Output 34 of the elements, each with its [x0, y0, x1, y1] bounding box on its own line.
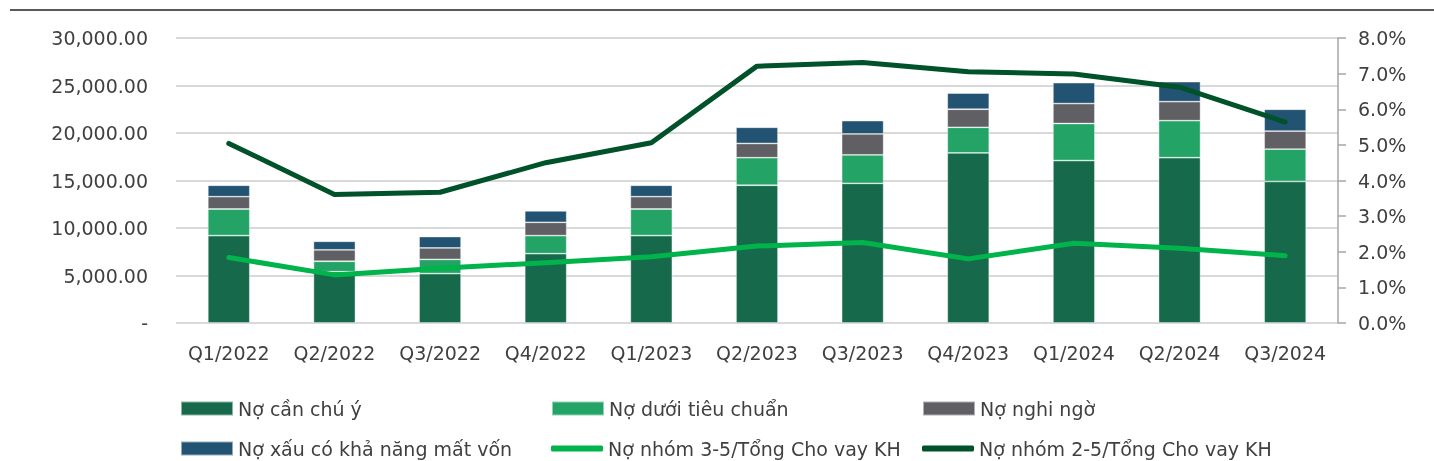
x-tick-label: Q4/2022: [504, 341, 587, 364]
x-tick-label: Q2/2023: [716, 341, 798, 364]
legend-label: Nợ nhóm 3-5/Tổng Cho vay KH: [608, 437, 901, 460]
legend-label: Nợ cần chú ý: [238, 397, 362, 420]
x-tick-label: Q1/2023: [610, 341, 693, 364]
y2-tick-label: 8.0%: [1358, 27, 1407, 49]
y-tick-label: -: [141, 312, 148, 334]
y2-tick-label: 2.0%: [1358, 240, 1407, 263]
x-tick-label: Q4/2023: [927, 341, 1010, 364]
x-tick-label: Q1/2024: [1033, 341, 1115, 364]
y-tick-label: 10,000.00: [51, 217, 148, 239]
y2-tick-label: 6.0%: [1358, 98, 1407, 121]
y2-tick-label: 0.0%: [1358, 312, 1407, 334]
y2-tick-label: 3.0%: [1358, 205, 1407, 228]
x-tick-label: Q3/2023: [821, 341, 904, 364]
legend-label: Nợ nhóm 2-5/Tổng Cho vay KH: [979, 437, 1272, 460]
legend-label: Nợ nghi ngờ: [980, 397, 1096, 420]
x-tick-label: Q2/2022: [293, 341, 376, 364]
bar: [313, 271, 356, 323]
x-tick-label: Q2/2024: [1138, 341, 1221, 364]
y-tick-label: 20,000.00: [51, 122, 148, 144]
y2-tick-label: 5.0%: [1358, 133, 1407, 156]
legend-label: Nợ dưới tiêu chuẩn: [609, 397, 789, 420]
y2-tick-label: 4.0%: [1358, 169, 1407, 192]
y2-tick-label: 7.0%: [1358, 62, 1407, 85]
y-tick-label: 25,000.00: [51, 74, 148, 97]
legend-label: Nợ xấu có khả năng mất vốn: [238, 437, 513, 460]
x-tick-label: Q1/2022: [187, 341, 270, 364]
y-tick-label: 15,000.00: [51, 169, 148, 192]
x-tick-label: Q3/2022: [399, 341, 481, 364]
y2-tick-label: 1.0%: [1358, 276, 1407, 299]
y-tick-label: 5,000.00: [63, 264, 148, 287]
x-tick-label: Q3/2024: [1244, 341, 1327, 364]
y-tick-label: 30,000.00: [51, 27, 148, 49]
